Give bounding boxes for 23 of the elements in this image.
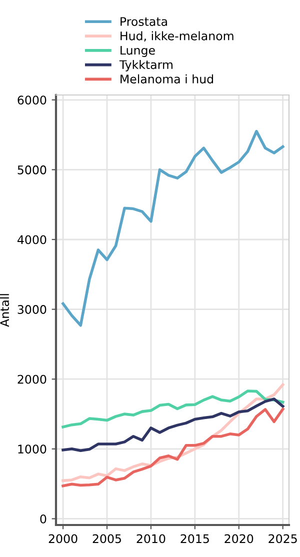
x-tick-label: 2020 — [224, 534, 254, 544]
y-tick-label: 6000 — [18, 96, 46, 105]
line-series — [62, 130, 284, 327]
y-tick-label: 2000 — [18, 374, 46, 384]
y-tick-label: 1000 — [18, 444, 46, 454]
y-tick-label: 3000 — [18, 305, 46, 314]
y-tick-label: 4000 — [18, 235, 46, 244]
x-tick-label: 2005 — [92, 534, 121, 544]
y-tick-label: 5000 — [18, 165, 46, 174]
legend-label: Prostata — [120, 17, 167, 26]
x-tick-label: 2025 — [268, 534, 297, 544]
legend-label: Tykktarm — [119, 60, 172, 72]
line-series — [62, 408, 284, 488]
legend-label: Lunge — [120, 46, 155, 58]
y-axis-title: Antall — [0, 294, 10, 327]
y-tick-label: 0 — [40, 514, 46, 524]
line-series — [62, 398, 284, 452]
x-tick-label: 2010 — [136, 534, 166, 544]
legend-label: Hud, ikke-melanom — [120, 31, 234, 42]
line-series — [62, 390, 284, 428]
legend-label: Melanoma i hud — [120, 74, 214, 84]
x-tick-label: 2015 — [180, 534, 209, 544]
x-tick-label: 2000 — [48, 534, 78, 544]
